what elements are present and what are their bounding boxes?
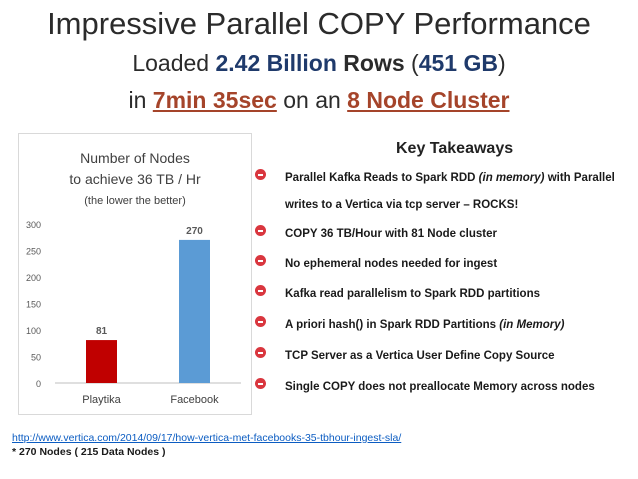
takeaway-text: Parallel Kafka Reads to Spark RDD (in me…	[285, 172, 615, 211]
y-tick-label: 200	[26, 273, 41, 283]
y-tick-label: 100	[26, 326, 41, 336]
bar-playtika	[86, 340, 117, 383]
slide-title: Impressive Parallel COPY Performance	[47, 6, 591, 41]
chart-subtitle: (the lower the better)	[84, 195, 186, 207]
y-tick-label: 250	[26, 247, 41, 257]
bullet-icon	[255, 378, 266, 389]
takeaway-emphasis: (in Memory)	[499, 319, 565, 331]
chart-title-line2: to achieve 36 TB / Hr	[69, 171, 201, 187]
paren-close: )	[497, 50, 506, 76]
bullet-icon	[255, 255, 266, 266]
takeaway-text: A priori hash() in Spark RDD Partitions …	[285, 319, 565, 331]
bullet-icon	[255, 347, 266, 358]
y-tick-label: 300	[26, 220, 41, 230]
data-label: 270	[186, 226, 203, 237]
chart-title-line1: Number of Nodes	[80, 150, 190, 166]
data-size: 451 GB	[418, 50, 498, 76]
takeaway-text: TCP Server as a Vertica User Define Copy…	[285, 350, 555, 362]
y-tick-label: 150	[26, 300, 41, 310]
source-link[interactable]: http://www.vertica.com/2014/09/17/how-ve…	[12, 432, 402, 444]
subtitle-duration: in 7min 35sec on an 8 Node Cluster	[0, 87, 638, 114]
rows-count: 2.42 Billion	[215, 50, 337, 76]
bar-facebook	[179, 239, 210, 383]
cluster-size: 8 Node Cluster	[347, 87, 510, 113]
y-tick-label: 0	[36, 379, 41, 389]
paren-open: (	[404, 50, 419, 76]
takeaway-text: No ephemeral nodes needed for ingest	[285, 258, 498, 270]
subtitle-loaded: Loaded 2.42 Billion Rows (451 GB)	[0, 50, 638, 77]
bullet-icon	[255, 169, 266, 180]
sub2-middle: on an	[276, 87, 348, 113]
bullet-icon	[255, 285, 266, 296]
takeaway-text: Kafka read parallelism to Spark RDD part…	[285, 288, 540, 300]
takeaway-emphasis: (in memory)	[478, 172, 545, 184]
bullet-icon	[255, 316, 266, 327]
x-tick-label: Facebook	[170, 394, 219, 406]
takeaway-text: COPY 36 TB/Hour with 81 Node cluster	[285, 228, 497, 240]
footnote: * 270 Nodes ( 215 Data Nodes )	[12, 446, 166, 458]
sub1-prefix: Loaded	[132, 50, 216, 76]
sub2-prefix: in	[128, 87, 153, 113]
data-label: 81	[96, 326, 108, 337]
rows-word: Rows	[336, 50, 405, 76]
key-takeaways-heading: Key Takeaways	[396, 140, 514, 157]
x-tick-label: Playtika	[82, 394, 121, 406]
load-time: 7min 35sec	[152, 87, 277, 113]
takeaway-text: Single COPY does not preallocate Memory …	[285, 381, 595, 393]
bullet-icon	[255, 225, 266, 236]
nodes-chart: Number of Nodes to achieve 36 TB / Hr (the…	[18, 133, 252, 415]
y-tick-label: 50	[31, 353, 41, 363]
nodes-chart-svg: Number of Nodes to achieve 36 TB / Hr (the…	[26, 150, 241, 406]
